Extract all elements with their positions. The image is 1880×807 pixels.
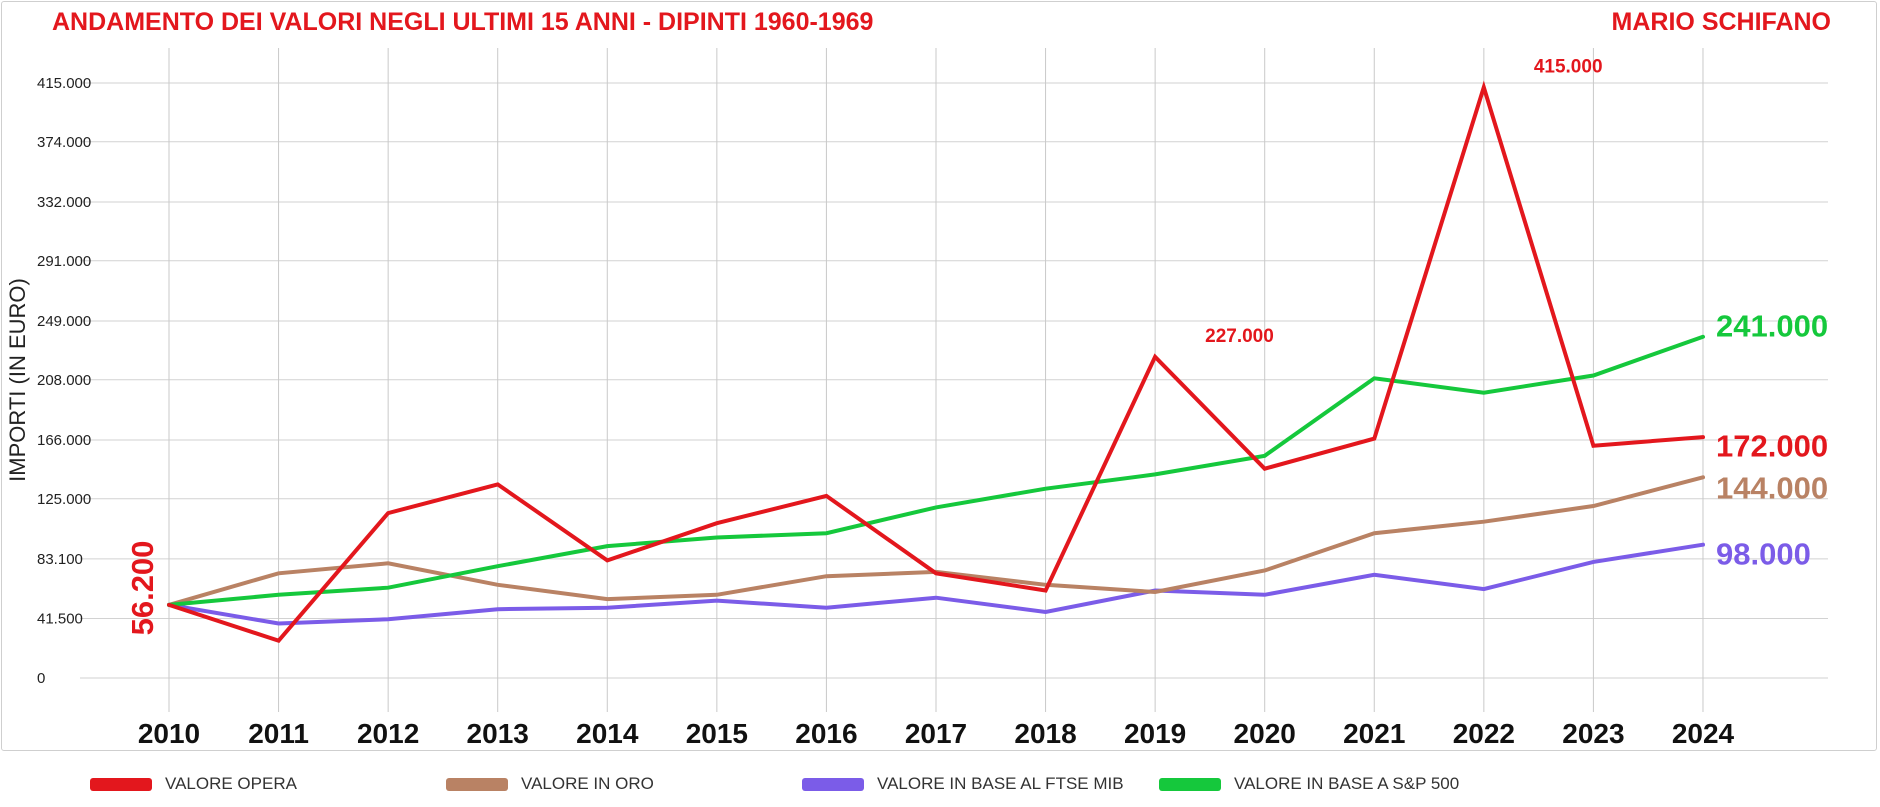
legend-item: VALORE IN BASE A S&P 500 xyxy=(1159,774,1459,794)
legend-swatch xyxy=(446,777,508,791)
legend-item: VALORE OPERA xyxy=(90,774,297,794)
y-tick-label: 332.000 xyxy=(37,194,91,211)
end-value-label: 98.000 xyxy=(1716,536,1811,571)
start-value-label: 56.200 xyxy=(125,541,160,636)
y-tick-label: 415.000 xyxy=(37,75,91,92)
y-tick-label: 125.000 xyxy=(37,491,91,508)
end-value-label: 172.000 xyxy=(1716,429,1828,464)
x-tick-label: 2024 xyxy=(1672,718,1735,749)
y-tick-label: 0 xyxy=(37,670,45,687)
x-tick-label: 2021 xyxy=(1343,718,1405,749)
legend-item: VALORE IN ORO xyxy=(446,774,654,794)
y-tick-label: 291.000 xyxy=(37,253,91,270)
x-tick-label: 2017 xyxy=(905,718,967,749)
chart-frame xyxy=(1,1,1877,751)
legend: VALORE OPERA VALORE IN ORO VALORE IN BASE … xyxy=(0,774,1880,796)
y-tick-label: 208.000 xyxy=(37,372,91,389)
y-tick-label: 83.100 xyxy=(37,551,83,568)
x-tick-label: 2015 xyxy=(686,718,748,749)
x-tick-label: 2011 xyxy=(248,718,309,749)
artist-name: MARIO SCHIFANO xyxy=(1612,8,1831,36)
x-tick-label: 2022 xyxy=(1453,718,1515,749)
series-lines xyxy=(167,80,1705,644)
y-tick-label: 166.000 xyxy=(37,432,91,449)
y-axis-label: IMPORTI (IN EURO) xyxy=(5,278,30,482)
legend-label: VALORE IN ORO xyxy=(521,774,654,793)
x-tick-label: 2018 xyxy=(1014,718,1076,749)
legend-swatch xyxy=(90,777,152,791)
x-tick-label: 2014 xyxy=(576,718,639,749)
legend-item: VALORE IN BASE AL FTSE MIB xyxy=(802,774,1124,794)
x-tick-label: 2010 xyxy=(138,718,200,749)
peak-annotation: 227.000 xyxy=(1205,326,1274,347)
legend-label: VALORE IN BASE AL FTSE MIB xyxy=(877,774,1124,793)
x-tick-label: 2019 xyxy=(1124,718,1186,749)
y-tick-label: 249.000 xyxy=(37,313,91,330)
grid xyxy=(80,48,1828,712)
end-value-label: 144.000 xyxy=(1716,470,1828,505)
y-tick-label: 374.000 xyxy=(37,134,91,151)
series-line-valore-in-base-al-ftse-mib xyxy=(167,542,1705,626)
chart-title: ANDAMENTO DEI VALORI NEGLI ULTIMI 15 ANN… xyxy=(52,8,873,36)
peak-annotation: 415.000 xyxy=(1534,56,1603,77)
y-tick-label: 41.500 xyxy=(37,611,83,628)
line-chart: 0 41.500 83.100 125.000 166.000 208.000 249.00… xyxy=(5,8,1831,749)
legend-label: VALORE OPERA xyxy=(165,774,297,793)
legend-label: VALORE IN BASE A S&P 500 xyxy=(1234,774,1460,793)
series-line-valore-opera xyxy=(167,80,1705,644)
x-tick-label: 2012 xyxy=(357,718,419,749)
x-tick-label: 2020 xyxy=(1234,718,1296,749)
end-value-label: 241.000 xyxy=(1716,308,1828,343)
x-tick-label: 2013 xyxy=(467,718,529,749)
series-line-valore-in-base-a-s-p-500 xyxy=(167,334,1705,607)
legend-swatch xyxy=(802,777,864,791)
x-tick-label: 2023 xyxy=(1562,718,1624,749)
legend-swatch xyxy=(1159,777,1221,791)
x-tick-label: 2016 xyxy=(795,718,857,749)
labels: 0 41.500 83.100 125.000 166.000 208.000 249.00… xyxy=(5,8,1831,749)
